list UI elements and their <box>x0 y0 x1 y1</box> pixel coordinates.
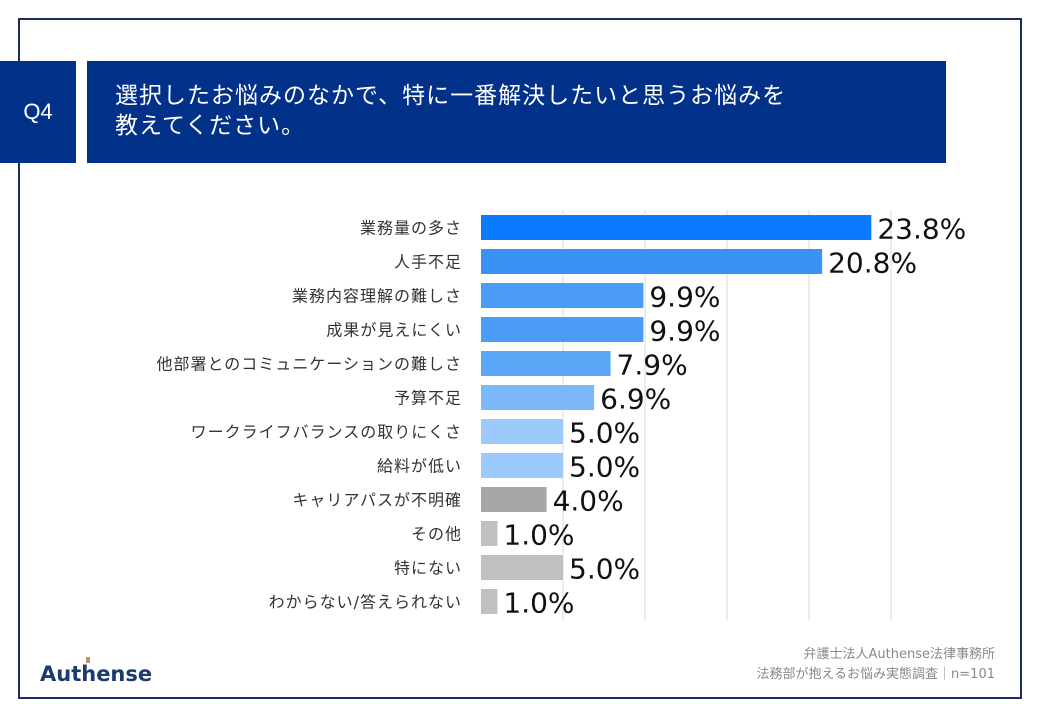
bar-10 <box>481 555 563 580</box>
category-label: わからない/答えられない <box>269 593 462 612</box>
bar-11 <box>481 589 498 614</box>
question-number: Q4 <box>0 61 76 163</box>
category-label: 予算不足 <box>394 389 462 408</box>
data-label: 4.0% <box>553 485 624 518</box>
category-label: 業務内容理解の難しさ <box>292 287 462 306</box>
bar-8 <box>481 487 547 512</box>
data-label: 23.8% <box>877 213 966 246</box>
bar-3 <box>481 317 644 342</box>
question-text-line1: 選択したお悩みのなかで、特に一番解決したいと思うお悩みを <box>115 83 787 109</box>
category-label: その他 <box>411 525 462 544</box>
source-line2: 法務部が抱えるお悩み実態調査｜n=101 <box>756 667 995 682</box>
data-label: 20.8% <box>828 247 917 280</box>
data-label: 5.0% <box>569 553 640 586</box>
data-label: 9.9% <box>649 281 720 314</box>
category-label: キャリアパスが不明確 <box>292 491 462 510</box>
bar-7 <box>481 453 563 478</box>
data-label: 9.9% <box>649 315 720 348</box>
authense-logo: Authense <box>40 657 153 686</box>
question-text-line2: 教えてください。 <box>115 113 306 139</box>
data-label: 5.0% <box>569 451 640 484</box>
bar-6 <box>481 419 563 444</box>
data-label: 7.9% <box>617 349 688 382</box>
category-label: 人手不足 <box>394 253 462 272</box>
bar-9 <box>481 521 498 546</box>
category-label: 他部署とのコミュニケーションの難しさ <box>156 355 462 374</box>
data-label: 1.0% <box>503 519 574 552</box>
data-label: 5.0% <box>569 417 640 450</box>
logo-accent <box>86 657 90 663</box>
data-label: 6.9% <box>600 383 671 416</box>
bar-0 <box>481 215 872 240</box>
source-note: 弁護士法人Authense法律事務所 法務部が抱えるお悩み実態調査｜n=101 <box>756 645 995 685</box>
category-label: ワークライフバランスの取りにくさ <box>191 423 462 442</box>
category-label: 給料が低い <box>377 457 462 476</box>
category-label: 特にない <box>394 559 462 578</box>
bar-2 <box>481 283 644 308</box>
bar-1 <box>481 249 823 274</box>
question-title: 選択したお悩みのなかで、特に一番解決したいと思うお悩みを 教えてください。 <box>87 61 946 163</box>
category-label: 成果が見えにくい <box>326 321 462 340</box>
category-label: 業務量の多さ <box>360 219 462 238</box>
logo-text: Authense <box>40 662 153 686</box>
source-line1: 弁護士法人Authense法律事務所 <box>803 647 995 662</box>
chart-frame <box>18 18 1022 699</box>
bar-5 <box>481 385 595 410</box>
bar-4 <box>481 351 611 376</box>
data-label: 1.0% <box>503 587 574 620</box>
